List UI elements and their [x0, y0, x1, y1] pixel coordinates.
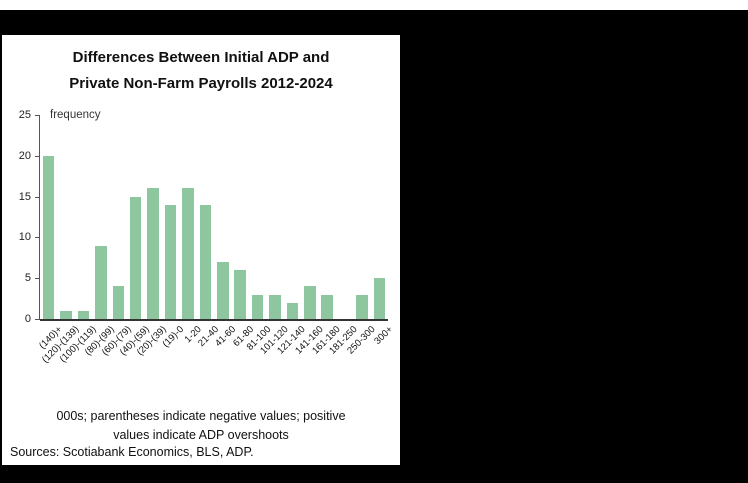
bar-slot [127, 115, 144, 319]
bar-slot [92, 115, 109, 319]
y-tick-mark [35, 237, 40, 239]
x-axis-label: 300+ [371, 324, 395, 347]
bar-5 [112, 286, 125, 319]
bar-6 [129, 196, 142, 319]
bar-15 [286, 302, 299, 319]
bar-slot [231, 115, 248, 319]
bar-slot [57, 115, 74, 319]
chart-title: Differences Between Initial ADP and Priv… [2, 45, 400, 96]
chart-panel: Differences Between Initial ADP and Priv… [2, 35, 400, 465]
y-tick-mark [35, 155, 40, 157]
bar-slot [214, 115, 231, 319]
bar-19 [356, 294, 368, 319]
bar-3 [77, 310, 90, 319]
footnote-line1: 000s; parentheses indicate negative valu… [56, 409, 346, 423]
y-tick-label: 20 [18, 149, 31, 162]
bar-20 [373, 278, 386, 319]
bar-2 [60, 310, 72, 319]
footnote-line2: values indicate ADP overshoots [113, 428, 289, 443]
bar-17 [321, 294, 333, 319]
bar-8 [164, 204, 177, 319]
chart-title-line1: Differences Between Initial ADP and [72, 49, 330, 66]
y-tick-mark [35, 278, 40, 280]
bar-slot [249, 115, 266, 319]
chart-title-line2: Private Non-Farm Payrolls 2012-2024 [69, 74, 333, 92]
y-tick-label: 15 [18, 190, 31, 203]
bar-10 [199, 204, 212, 319]
bar-slot [319, 115, 336, 319]
bar-slot [40, 115, 57, 319]
x-axis-labels: (140)+ (120)-(139) (100)-(119) (80)-(99) (60… [37, 319, 395, 399]
y-tick-mark [35, 196, 40, 198]
bar-slot [353, 115, 370, 319]
y-tick-mark [35, 115, 40, 116]
y-tick-label: 5 [24, 272, 31, 285]
bar-9 [182, 188, 194, 319]
top-white-strip [0, 0, 748, 10]
y-axis-line [39, 115, 40, 319]
source-line: Sources: Scotiabank Economics, BLS, ADP. [10, 445, 254, 459]
y-tick-label: 0 [24, 313, 31, 325]
bar-7 [147, 188, 159, 319]
bar-16 [304, 286, 316, 319]
bar-11 [217, 261, 229, 319]
footnote: 000s; parentheses indicate negative valu… [2, 407, 400, 446]
bar-slot [266, 115, 283, 319]
bar-14 [269, 294, 281, 319]
bar-4 [95, 245, 107, 319]
bar-slot [110, 115, 127, 319]
bar-slot [75, 115, 92, 319]
bar-12 [234, 270, 246, 319]
bar-slot [371, 115, 388, 319]
bar-slot [179, 115, 196, 319]
bar-slot [284, 115, 301, 319]
bar-slot [301, 115, 318, 319]
bars-container [40, 115, 388, 319]
bar-slot [144, 115, 161, 319]
bar-slot [162, 115, 179, 319]
y-tick-label: 10 [18, 231, 31, 244]
plot-area: frequency 0 5 10 15 20 25 (140)+ (120)-(139) (1… [19, 109, 395, 365]
y-tick-mark [35, 319, 40, 320]
y-axis-label: frequency [50, 109, 101, 121]
bar-slot [197, 115, 214, 319]
y-tick-label: 25 [18, 109, 31, 121]
bar-13 [251, 294, 264, 319]
bar-1 [42, 155, 55, 319]
bar-slot [336, 115, 353, 319]
